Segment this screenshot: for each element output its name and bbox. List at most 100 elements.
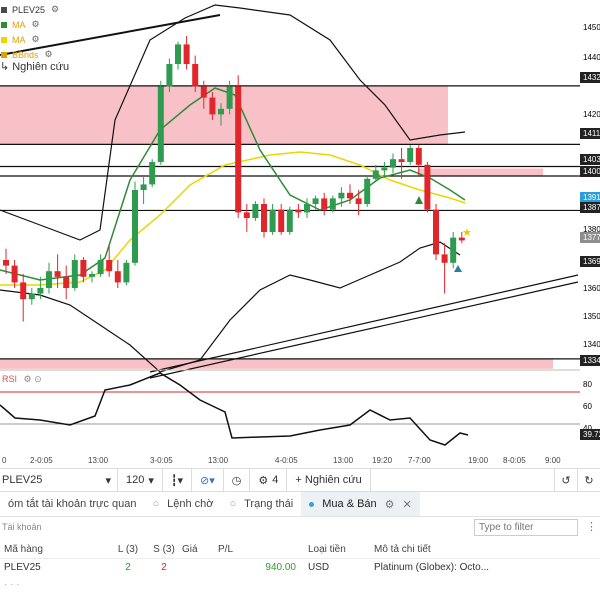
time-label: 19:00 <box>468 456 489 465</box>
symbol-selector[interactable]: PLEV25 ▾ <box>0 469 118 491</box>
chart-type-button[interactable]: ┇▾ <box>163 469 193 491</box>
candle-body <box>226 86 233 109</box>
candle-body <box>140 184 147 190</box>
tab-3[interactable]: Mua & Bán ⚙ ✕ <box>301 492 420 516</box>
candle-body <box>398 159 405 162</box>
close-icon[interactable]: ✕ <box>402 498 412 511</box>
tab-icon: ○ <box>229 498 237 510</box>
candle-body <box>312 198 319 204</box>
candle-body <box>364 178 371 204</box>
table-row-blurred[interactable]: · · · <box>0 576 600 593</box>
gear-icon[interactable]: ⚙ <box>31 34 40 44</box>
price-label: 14200 <box>580 109 600 120</box>
gear-icon: ⚙ <box>258 474 269 487</box>
ma-slow-line <box>0 151 466 286</box>
tab-0[interactable]: óm tắt tài khoản trực quan <box>0 492 144 516</box>
interval-selector[interactable]: 120 ▾ <box>118 469 163 491</box>
tab-label: Mua & Bán <box>322 498 377 510</box>
candle-body <box>372 170 379 179</box>
col-currency[interactable]: Loại tiền <box>308 543 346 555</box>
price-label: 14322 <box>580 72 600 83</box>
more-options-icon[interactable]: ⋮ <box>586 521 597 533</box>
col-price[interactable]: Giá <box>182 543 198 555</box>
redo-button[interactable]: ↻ <box>577 469 600 491</box>
tab-2[interactable]: ○ Trạng thái <box>221 492 301 516</box>
supply-zone-small <box>418 168 543 177</box>
undo-icon: ↺ <box>561 474 571 487</box>
panel-tabs: óm tắt tài khoản trực quan ○ Lệnh chờ ○ Trạn… <box>0 492 600 517</box>
legend-item[interactable]: PLEV25 ⚙ <box>0 2 120 17</box>
candle-body <box>243 212 250 218</box>
col-long[interactable]: L (3) <box>117 543 139 555</box>
col-description[interactable]: Mô tả chi tiết <box>374 543 431 555</box>
filter-input[interactable] <box>474 519 578 536</box>
candle-body <box>166 64 173 87</box>
candle-body <box>37 288 44 294</box>
add-research-button[interactable]: + Nghiên cứu <box>287 469 371 491</box>
tab-label: Trạng thái <box>244 498 294 510</box>
price-label: 60 <box>580 401 600 412</box>
candle-body <box>441 254 448 263</box>
col-pl[interactable]: P/L <box>218 543 234 555</box>
gear-icon[interactable]: ⚙ <box>44 49 53 59</box>
bb-upper <box>0 4 466 241</box>
bb-lower <box>0 241 461 373</box>
account-name: Tài khoản <box>2 522 42 532</box>
time-label: 9:00 <box>545 456 561 465</box>
candle-body <box>200 86 207 98</box>
channel-line-upper <box>149 274 579 373</box>
price-label: 14034 <box>580 154 600 165</box>
blurred-cell: · · · <box>4 579 20 590</box>
redo-icon: ↻ <box>584 474 594 487</box>
candle-body <box>183 44 190 64</box>
rsi-settings-icon[interactable]: ⚙ ⊙ <box>23 374 42 384</box>
color-swatch-icon <box>1 51 7 58</box>
candle-body <box>295 209 302 213</box>
research-link[interactable]: ↳ Nghiên cứu <box>0 60 69 74</box>
legend-item[interactable]: MA ⚙ <box>0 17 120 32</box>
col-short[interactable]: S (3) <box>153 543 175 555</box>
candle-body <box>407 148 414 162</box>
price-label: 80 <box>580 379 600 390</box>
candle-body <box>89 274 95 277</box>
time-label: 4-0:05 <box>275 456 298 465</box>
price-label: 13400 <box>580 339 600 350</box>
eye-off-icon: ⊘▾ <box>200 474 215 487</box>
candle-body <box>261 204 267 232</box>
price-label: 14000 <box>580 166 600 177</box>
candle-body <box>97 260 104 274</box>
gear-icon[interactable]: ⚙ <box>384 498 395 511</box>
visibility-button[interactable]: ⊘▾ <box>192 469 224 491</box>
candle-body <box>338 192 345 199</box>
price-label: 13775 <box>580 232 600 243</box>
cell-symbol: PLEV25 <box>4 562 41 573</box>
candle-body <box>175 44 181 64</box>
price-label: 13800 <box>580 224 600 235</box>
studies-count-button[interactable]: ⚙ 4 <box>250 469 288 491</box>
legend-item[interactable]: BBnds ⚙ <box>0 47 120 62</box>
tab-1[interactable]: ○ Lệnh chờ <box>144 492 221 516</box>
clock-icon: ◷ <box>231 474 242 487</box>
price-label: 13600 <box>580 283 600 294</box>
legend-item[interactable]: MA ⚙ <box>0 32 120 47</box>
chevron-down-icon: ▾ <box>105 474 111 487</box>
candle-body <box>20 282 27 300</box>
table-row[interactable]: PLEV25 2 2 940.00 USD Platinum (Globex):… <box>0 559 600 576</box>
time-label: 13:00 <box>333 456 354 465</box>
interval-label: 120 <box>126 474 145 486</box>
col-symbol[interactable]: Mã hàng <box>4 543 43 555</box>
candle-body <box>3 260 9 266</box>
candle-body <box>415 148 422 165</box>
price-chart[interactable]: 0 2-0:05 13:00 3-0:05 13:00 4-0:05 13:00 19:20 7… <box>0 0 600 468</box>
gear-icon[interactable]: ⚙ <box>31 19 40 29</box>
candle-body <box>54 271 61 277</box>
price-label: 13699 <box>580 256 600 267</box>
candle-body <box>450 237 457 263</box>
chart-area[interactable]: 0 2-0:05 13:00 3-0:05 13:00 4-0:05 13:00 19:20 7… <box>0 0 600 468</box>
undo-button[interactable]: ↺ <box>554 469 577 491</box>
time-button[interactable]: ◷ <box>224 469 251 491</box>
cell-pl: 940.00 <box>265 562 296 573</box>
color-swatch-icon <box>1 6 7 13</box>
gear-icon[interactable]: ⚙ <box>51 4 60 14</box>
legend-label: MA <box>12 19 26 30</box>
